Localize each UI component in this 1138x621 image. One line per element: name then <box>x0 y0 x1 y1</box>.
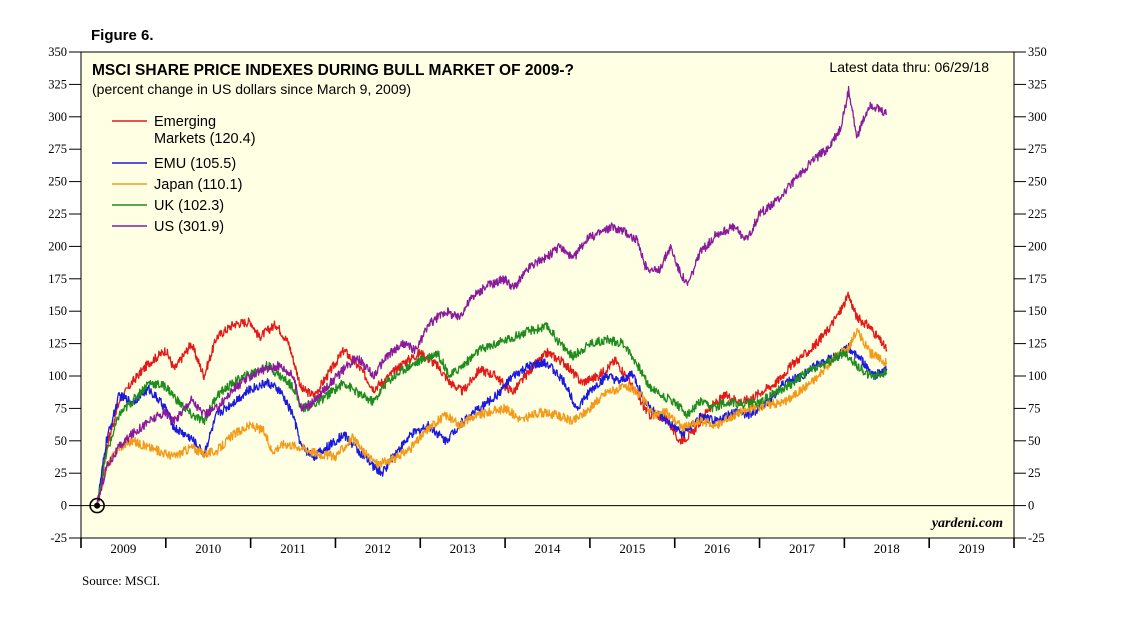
series-line-japan <box>96 327 888 506</box>
ytick-label-left: 25 <box>55 466 68 480</box>
legend-label-us: US (301.9) <box>154 219 224 235</box>
legend-label-uk: UK (102.3) <box>154 198 224 214</box>
xtick-label-2009: 2009 <box>110 541 136 556</box>
latest-data-note: Latest data thru: 06/29/18 <box>829 59 989 75</box>
ytick-label-left: 350 <box>48 45 67 59</box>
ytick-label-right: 25 <box>1028 466 1041 480</box>
series-line-us <box>96 85 887 506</box>
ytick-label-left: 225 <box>48 207 67 221</box>
xtick-label-2010: 2010 <box>195 541 221 556</box>
ytick-label-right: 150 <box>1028 304 1047 318</box>
series-layer <box>96 85 888 507</box>
xtick-label-2014: 2014 <box>535 541 562 556</box>
xtick-label-2018: 2018 <box>874 541 900 556</box>
ytick-label-left: 75 <box>55 401 68 415</box>
ytick-label-right: 125 <box>1028 337 1047 351</box>
xtick-label-2019: 2019 <box>959 541 985 556</box>
ytick-label-right: 325 <box>1028 77 1047 91</box>
start-point-marker <box>89 497 105 514</box>
ytick-label-left: 175 <box>48 272 67 286</box>
ytick-label-left: -25 <box>50 531 67 545</box>
watermark: yardeni.com <box>930 516 1003 531</box>
ytick-label-left: 275 <box>48 142 67 156</box>
source-note: Source: MSCI. <box>82 573 160 588</box>
series-line-emerging-markets <box>96 291 888 506</box>
xtick-label-2016: 2016 <box>704 541 731 556</box>
ytick-label-left: 325 <box>48 77 67 91</box>
start-marker-ring <box>89 497 105 514</box>
ytick-label-right: 0 <box>1028 499 1034 513</box>
ytick-label-right: 75 <box>1028 401 1041 415</box>
legend-label-emerging-markets-1: Emerging <box>154 114 216 130</box>
ytick-label-right: 50 <box>1028 434 1041 448</box>
legend: Emerging Markets (120.4) EMU (105.5) Jap… <box>112 114 256 235</box>
legend-label-emerging-markets-2: Markets (120.4) <box>154 131 256 147</box>
ytick-label-right: -25 <box>1028 531 1045 545</box>
ytick-label-right: 350 <box>1028 45 1047 59</box>
xtick-label-2011: 2011 <box>280 541 306 556</box>
ytick-label-right: 100 <box>1028 369 1047 383</box>
ytick-label-right: 200 <box>1028 239 1047 253</box>
figure-label: Figure 6. <box>91 27 154 44</box>
xtick-label-2017: 2017 <box>789 541 816 556</box>
chart-subtitle: (percent change in US dollars since Marc… <box>92 81 411 97</box>
ytick-label-left: 100 <box>48 369 67 383</box>
ytick-label-right: 275 <box>1028 142 1047 156</box>
legend-label-japan: Japan (110.1) <box>154 177 242 193</box>
ytick-label-left: 150 <box>48 304 67 318</box>
ytick-label-right: 300 <box>1028 110 1047 124</box>
ytick-label-left: 300 <box>48 110 67 124</box>
ytick-label-left: 0 <box>61 499 67 513</box>
ytick-label-right: 225 <box>1028 207 1047 221</box>
xtick-label-2012: 2012 <box>365 541 391 556</box>
ytick-label-left: 250 <box>48 175 67 189</box>
series-line-emu <box>96 342 888 507</box>
legend-label-emu: EMU (105.5) <box>154 156 236 172</box>
xtick-label-2013: 2013 <box>450 541 476 556</box>
xtick-label-2015: 2015 <box>619 541 645 556</box>
chart-title: MSCI SHARE PRICE INDEXES DURING BULL MAR… <box>92 62 574 79</box>
ytick-label-left: 200 <box>48 239 67 253</box>
plot-area <box>80 51 1015 539</box>
axis-ticks: -25 -25 0 0 25 25 50 50 75 75 100 100 125 125 150 150 17… <box>48 45 1047 556</box>
ytick-label-right: 250 <box>1028 175 1047 189</box>
ytick-label-left: 50 <box>55 434 68 448</box>
start-marker-dot <box>94 502 101 509</box>
ytick-label-right: 175 <box>1028 272 1047 286</box>
ytick-label-left: 125 <box>48 337 67 351</box>
series-line-uk <box>96 322 888 506</box>
